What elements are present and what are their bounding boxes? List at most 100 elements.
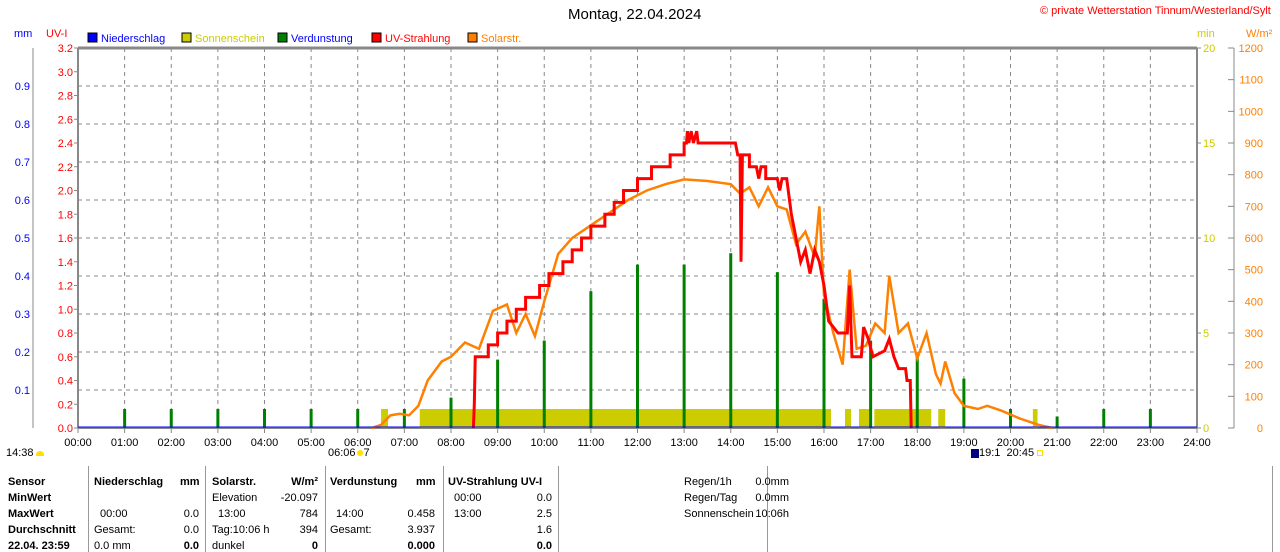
x-tick-label: 24:00 [1183,437,1211,449]
x-tick-label: 14:00 [717,437,745,449]
x-tick-label: 12:00 [624,437,652,449]
wm2-tick-label: 500 [1245,265,1263,277]
min-tick-label: 0 [1203,423,1209,435]
mm-tick-label: 0.4 [15,271,30,283]
x-tick-label: 20:00 [997,437,1025,449]
uv-tick-label: 2.6 [58,114,73,126]
summary-regen-1h-label: Regen/1h [684,476,732,488]
uv-max-time: 13:00 [454,508,482,520]
uv-tick-label: 2.0 [58,186,73,198]
sun-icon [356,450,363,456]
wm2-tick-label: 0 [1257,423,1263,435]
niederschlag-avg-val: 0.0 [183,524,199,536]
wm2-tick-label: 200 [1245,360,1263,372]
uv-tick-label: 2.4 [58,138,73,150]
x-tick-label: 22:00 [1090,437,1118,449]
niederschlag-now-label: 0.0 mm [94,540,131,552]
axis-label-wm2: W/m² [1246,28,1273,40]
min-tick-label: 10 [1203,233,1215,245]
sunshine-bar [858,409,871,428]
verdunstung-max-time: 14:00 [336,508,364,520]
mm-tick-label: 0.1 [15,385,30,397]
legend-label-verdunstung: Verdunstung [291,33,353,45]
wm2-tick-label: 1100 [1239,75,1263,87]
mm-tick-label: 0.5 [15,233,30,245]
x-tick-label: 17:00 [857,437,885,449]
legend-label-uv-strahlung: UV-Strahlung [385,33,450,45]
solar-header: Solarstr. [212,476,257,488]
x-tick-label: 08:00 [437,437,465,449]
min-tick-label: 20 [1203,43,1215,55]
sunset-icon [971,448,979,458]
niederschlag-unit: mm [180,476,200,488]
sunshine-bar [1032,409,1038,428]
verdunstung-avg-val: 3.937 [407,524,435,536]
niederschlag-now-val: 0.0 [183,540,199,552]
uv-tick-label: 0.6 [58,352,73,364]
x-tick-label: 13:00 [670,437,698,449]
evaporation-bar [496,359,500,428]
verdunstung-avg-label: Gesamt: [330,524,372,536]
solar-avg-val: 394 [299,524,318,536]
evaporation-bar [682,264,686,428]
evaporation-bar [589,291,593,428]
x-tick-label: 10:00 [530,437,558,449]
wm2-tick-label: 900 [1245,138,1263,150]
evaporation-bar [309,409,313,428]
verdunstung-header: Verdunstung [330,476,398,488]
evaporation-bar [822,298,826,428]
evaporation-bar [1009,409,1012,428]
x-tick-label: 23:00 [1137,437,1165,449]
marker-moonset: 14:38 [6,447,44,459]
solar-unit: W/m² [291,476,318,488]
evaporation-bar [1148,409,1152,428]
legend-swatch-solarstr. [467,32,478,43]
x-tick-label: 18:00 [903,437,931,449]
min-tick-label: 5 [1203,328,1209,340]
uv-header: UV-Strahlung UV-I [448,476,543,488]
summary-sonnenschein-label: Sonnenschein [684,508,754,520]
verdunstung-now-val: 0.000 [407,540,435,552]
sunshine-bar [938,409,946,428]
uv-tick-label: 2.2 [58,162,73,174]
sunset-time: 19:1 [979,447,1001,459]
copyright: © private Wetterstation Tinnum/Westerlan… [1040,5,1271,17]
sunrise-suffix: 7 [363,447,370,459]
chart-title: Montag, 22.04.2024 [568,6,702,23]
x-tick-label: 00:00 [64,437,92,449]
wm2-tick-label: 1000 [1239,106,1263,118]
moonset-time: 14:38 [6,447,34,459]
solar-now-label: dunkel [212,540,245,552]
niederschlag-max-val: 0.0 [183,508,199,520]
row-minwert: MinWert [8,492,52,504]
x-tick-label: 03:00 [204,437,232,449]
mm-tick-label: 0.2 [15,347,30,359]
moon-icon [35,451,44,456]
mm-tick-label: 0.8 [15,119,30,131]
summary-regen-tag-label: Regen/Tag [684,492,738,504]
evaporation-bar [1102,409,1106,428]
niederschlag-max-time: 00:00 [100,508,128,520]
mm-tick-label: 0.9 [15,81,30,93]
legend-swatch-verdunstung [277,32,288,43]
evaporation-bar [542,340,546,428]
legend-label-niederschlag: Niederschlag [101,33,165,45]
x-tick-label: 04:00 [251,437,279,449]
uv-tick-label: 0.0 [58,423,73,435]
marker-sunset: 19:1 20:45 [971,447,1044,459]
summary-regen-tag-value: 0.0mm [755,492,789,504]
legend-swatch-sonnenschein [181,32,192,43]
evaporation-bar [123,409,127,428]
x-tick-label: 19:00 [950,437,978,449]
mm-tick-label: 0.3 [15,309,30,321]
uv-max-val: 2.5 [536,508,552,520]
evaporation-bar [915,355,919,428]
summary-sonnenschein-value: 10:06h [755,508,789,520]
x-tick-label: 15:00 [764,437,792,449]
axis-label-mm: mm [14,28,32,40]
niederschlag-header: Niederschlag [94,476,164,488]
evaporation-bar [263,409,266,428]
x-tick-label: 16:00 [810,437,838,449]
uv-now-val: 0.0 [536,540,552,552]
